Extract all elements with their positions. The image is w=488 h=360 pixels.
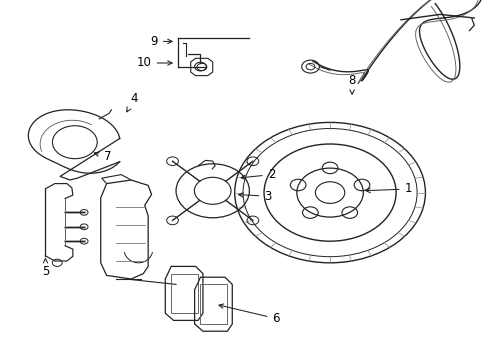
Text: 6: 6 — [219, 304, 280, 325]
Text: 2: 2 — [241, 168, 275, 181]
Text: 9: 9 — [150, 35, 172, 48]
Text: 1: 1 — [365, 183, 411, 195]
Text: 4: 4 — [126, 93, 138, 112]
Text: 5: 5 — [41, 258, 49, 278]
Text: 8: 8 — [347, 75, 355, 94]
Text: 3: 3 — [238, 190, 271, 203]
Text: 7: 7 — [94, 150, 111, 163]
Text: 10: 10 — [137, 57, 172, 69]
